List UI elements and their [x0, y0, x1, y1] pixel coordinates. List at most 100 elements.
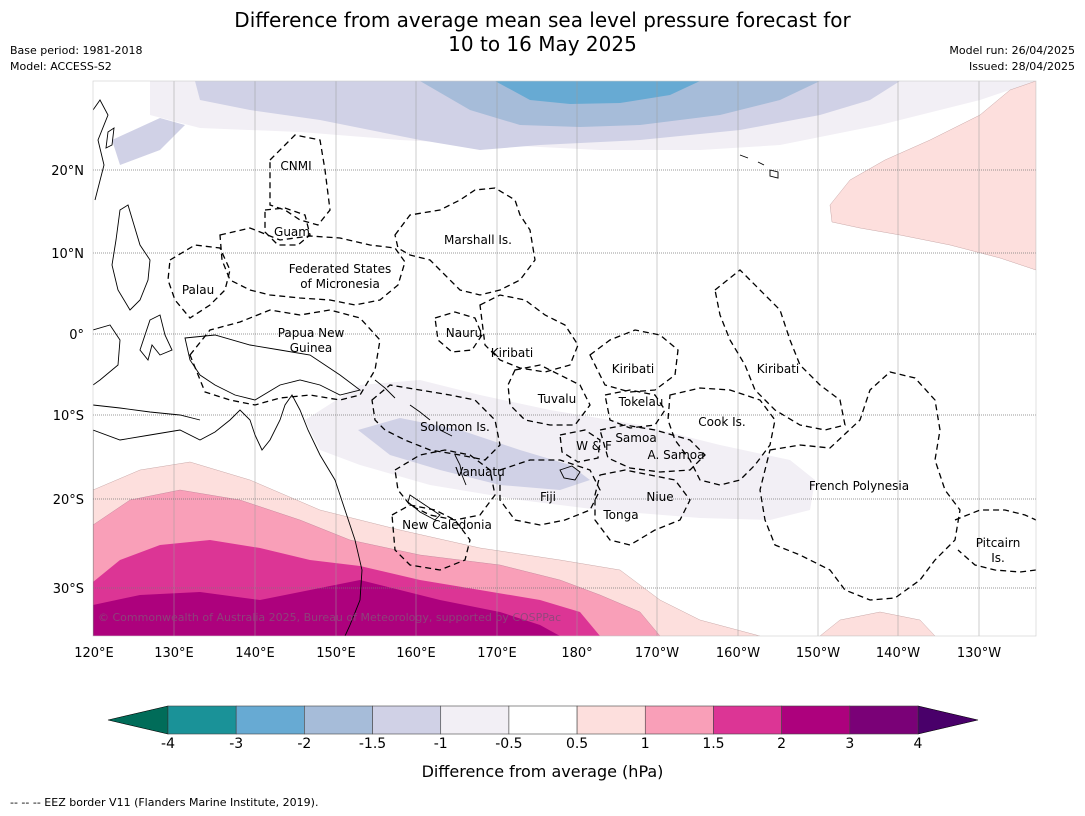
eez-federated-states-micronesia [219, 227, 406, 306]
colorbar-tick-label: -4 [161, 736, 175, 752]
region-label-kiribati-central: Kiribati [612, 362, 654, 376]
region-label-new-caledonia: New Caledonia [402, 518, 492, 532]
region-label-niue: Niue [646, 490, 673, 504]
colorbar-segment [372, 705, 442, 735]
colorbar-segment [508, 705, 578, 735]
region-label-tonga: Tonga [602, 508, 638, 522]
coast-hawaii [739, 154, 779, 179]
coast-asia-mainland [93, 99, 109, 201]
coast-solomon-islands [374, 379, 453, 437]
eez-fiji [499, 459, 601, 526]
coast-borneo [93, 324, 121, 386]
region-label-fiji: Fiji [540, 490, 556, 504]
region-label-fsm-line2: of Micronesia [300, 277, 380, 291]
eez-kiribati-phoenix [589, 329, 679, 393]
lon-label: 160°E [396, 646, 436, 661]
eez-tokelau [604, 389, 666, 429]
colorbar-segments [167, 705, 919, 735]
title-line-1: Difference from average mean sea level p… [234, 8, 851, 32]
region-label-png-line2: Guinea [290, 341, 333, 355]
eez-samoa-american-samoa [599, 424, 706, 473]
lon-label: 120°E [74, 646, 114, 661]
region-labels: CNMI Guam Marshall Is. Federated States … [182, 159, 1020, 565]
coast-indonesia-islands [93, 404, 201, 421]
lon-label: 180° [561, 646, 592, 661]
lat-label: 10°N [51, 247, 84, 262]
lon-label: 160°W [716, 646, 760, 661]
region-label-png-line1: Papua New [278, 326, 345, 340]
lat-label: 20°N [51, 164, 84, 179]
region-label-wallis-futuna: W & F [576, 439, 612, 453]
colorbar-tick-label: 3 [845, 736, 855, 752]
eez-kiribati-line-is [714, 269, 846, 431]
coast-sulawesi [139, 314, 173, 361]
meridian-lines [173, 81, 980, 636]
colorbar-segment [644, 705, 714, 735]
region-label-french-polynesia: French Polynesia [809, 479, 909, 493]
eez-palau [167, 244, 231, 319]
eez-guam [264, 207, 311, 246]
eez-vanuatu [394, 449, 496, 521]
colorbar-segment [781, 705, 851, 735]
lon-label: 150°W [796, 646, 840, 661]
anomaly-south-plus-2 [93, 580, 560, 636]
lon-label: 140°W [876, 646, 920, 661]
coastlines [93, 99, 779, 636]
colorbar-segment [440, 705, 510, 735]
base-period: Base period: 1981-2018 [10, 44, 143, 57]
lat-label: 10°S [53, 409, 84, 424]
region-label-tuvalu: Tuvalu [537, 392, 577, 406]
map-area: © Commonwealth of Australia 2025, Bureau… [93, 81, 1036, 636]
lat-label: 30°S [53, 582, 84, 597]
lat-label: 0° [69, 328, 84, 343]
coast-philippines [111, 204, 151, 311]
colorbar-segment [849, 705, 919, 735]
lon-label: 130°W [957, 646, 1001, 661]
anomaly-band-north-minus-2 [495, 81, 700, 104]
latitude-labels: 20°N 10°N 0° 10°S 20°S 30°S [51, 164, 84, 597]
eez-legend-text: -- -- -- EEZ border V11 (Flanders Marine… [10, 796, 319, 809]
region-label-pitcairn-line2: Is. [991, 551, 1005, 565]
eez-tuvalu [507, 364, 591, 426]
colorbar-tick-label: 1.5 [702, 736, 725, 752]
map-frame [92, 80, 1037, 637]
region-label-vanuatu: Vanuatu [455, 465, 505, 479]
lon-label: 130°E [154, 646, 194, 661]
colorbar [107, 705, 979, 735]
region-label-guam: Guam [274, 225, 310, 239]
colorbar-tick-label: -1.5 [358, 736, 387, 752]
eez-png [189, 309, 381, 406]
lon-label: 150°E [316, 646, 356, 661]
coast-vanuatu [454, 454, 467, 486]
eez-wallis-futuna [559, 429, 601, 463]
model-name: Model: ACCESS-S2 [10, 60, 112, 73]
anomaly-spcz-minus-0-5 [305, 380, 815, 520]
coast-new-guinea [184, 334, 362, 401]
eez-marshall-is [394, 187, 536, 296]
eez-borders [167, 134, 1036, 601]
eez-french-polynesia [759, 371, 961, 601]
colorbar-under-arrow [107, 705, 169, 735]
region-label-american-samoa: A. Samoa [648, 448, 705, 462]
region-label-cook-is: Cook Is. [698, 415, 745, 429]
colorbar-tick-label: 2 [777, 736, 787, 752]
region-label-marshall-is: Marshall Is. [444, 233, 512, 247]
colorbar-tick-label: -0.5 [495, 736, 523, 752]
title-line-2: 10 to 16 May 2025 [448, 32, 637, 56]
region-label-solomon-is: Solomon Is. [420, 420, 490, 434]
anomaly-band-north-minus-1-5-west [112, 118, 185, 165]
lat-label: 20°S [53, 493, 84, 508]
colorbar-segment [713, 705, 782, 735]
region-label-pitcairn-line1: Pitcairn [976, 536, 1021, 550]
coast-taiwan [105, 127, 115, 149]
anomaly-northeast-plus-0-5 [829, 81, 1036, 271]
colorbar-over-arrow [917, 705, 979, 735]
colorbar-tick-label: 1 [640, 736, 650, 752]
model-run: Model run: 26/04/2025 [949, 44, 1075, 57]
eez-nauru [434, 311, 483, 353]
anomaly-south-plus-0-5-east [819, 611, 936, 636]
region-label-nauru: Nauru [446, 326, 482, 340]
colorbar-segment [167, 705, 237, 735]
lon-label: 170°E [477, 646, 517, 661]
